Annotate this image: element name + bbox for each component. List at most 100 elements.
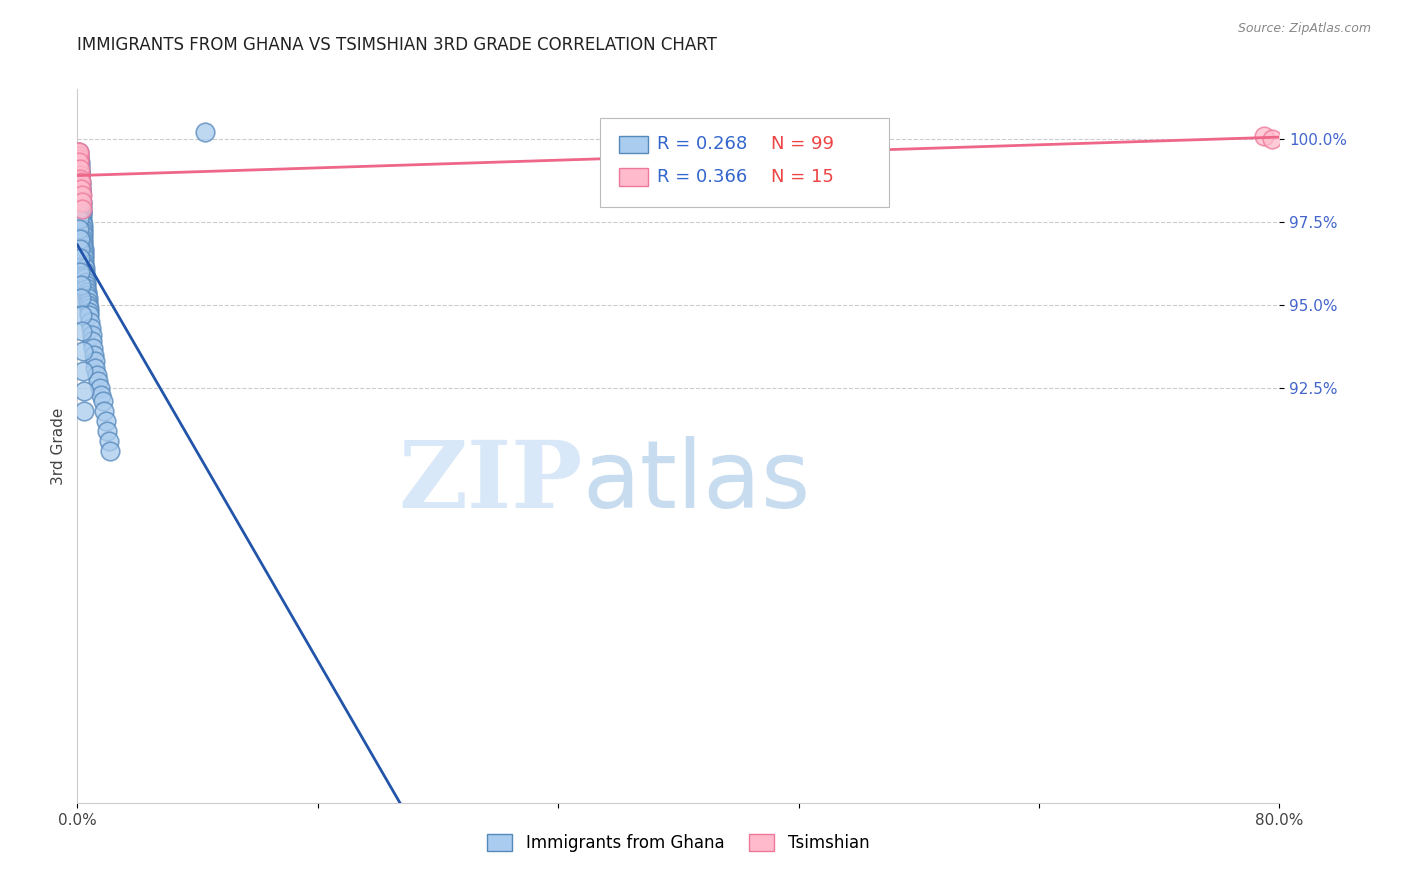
Point (67, 145, 90, 160)
Legend: Immigrants from Ghana, Tsimshian: Immigrants from Ghana, Tsimshian (481, 827, 876, 859)
Point (69, 161, 91, 176)
Point (67, 161, 90, 176)
Point (93, 404, 115, 418)
Point (70, 208, 93, 222)
Point (72, 344, 94, 359)
Point (67, 155, 90, 169)
Point (72, 202, 94, 216)
FancyBboxPatch shape (620, 136, 648, 153)
Point (72, 231, 94, 245)
Point (75, 281, 97, 295)
Point (83, 348, 105, 362)
Point (69, 161, 91, 176)
Point (67, 211, 90, 226)
Point (67, 155, 90, 169)
Point (79, 308, 101, 322)
Point (77, 301, 100, 316)
Text: Source: ZipAtlas.com: Source: ZipAtlas.com (1237, 22, 1371, 36)
Point (70, 205, 93, 219)
Point (72, 242, 94, 256)
Point (73, 248, 96, 262)
Point (72, 211, 94, 226)
Text: ZIP: ZIP (398, 437, 582, 526)
Point (76, 288, 98, 302)
Point (73, 258, 96, 272)
Point (73, 265, 96, 279)
Point (1261, 132, 1284, 146)
Point (72, 384, 94, 399)
Point (72, 225, 94, 239)
Point (67, 145, 90, 160)
Point (73, 244, 96, 259)
Point (69, 231, 91, 245)
Text: N = 15: N = 15 (770, 168, 834, 186)
Text: IMMIGRANTS FROM GHANA VS TSIMSHIAN 3RD GRADE CORRELATION CHART: IMMIGRANTS FROM GHANA VS TSIMSHIAN 3RD G… (77, 36, 717, 54)
Point (87, 374, 110, 388)
Point (69, 175, 91, 189)
Point (83, 354, 105, 368)
Point (73, 252, 96, 266)
Point (70, 185, 93, 199)
Point (72, 228, 94, 243)
Point (73, 404, 96, 418)
Point (67, 221, 90, 235)
Point (72, 215, 94, 229)
Point (67, 148, 90, 162)
Point (69, 265, 91, 279)
Point (69, 278, 91, 293)
Point (70, 192, 93, 206)
Point (70, 202, 93, 216)
Point (70, 325, 93, 339)
Point (76, 285, 98, 299)
Point (70, 198, 93, 212)
Point (75, 278, 97, 293)
Point (72, 221, 94, 235)
Point (67, 152, 90, 166)
Point (67, 148, 90, 162)
Point (75, 268, 97, 282)
Point (67, 152, 90, 166)
Point (80, 321, 103, 335)
Point (69, 178, 91, 193)
Point (91, 394, 114, 409)
Point (86, 368, 108, 382)
Point (97, 434, 120, 448)
Text: N = 99: N = 99 (770, 136, 834, 153)
Point (96, 424, 118, 438)
Point (79, 314, 101, 328)
Point (72, 235, 94, 249)
Point (67, 188, 90, 202)
Point (100, 444, 122, 458)
Point (69, 165, 91, 179)
Point (67, 145, 90, 160)
Point (67, 195, 90, 210)
Point (70, 188, 93, 202)
Point (69, 175, 91, 189)
Point (69, 169, 91, 183)
Point (75, 271, 97, 285)
Text: atlas: atlas (582, 435, 810, 528)
Point (77, 298, 100, 312)
Point (70, 291, 93, 305)
Point (84, 361, 107, 376)
Point (70, 205, 93, 219)
Point (69, 155, 91, 169)
Point (94, 414, 117, 428)
Point (69, 252, 91, 266)
Point (69, 171, 91, 186)
Point (80, 327, 103, 342)
Y-axis label: 3rd Grade: 3rd Grade (51, 408, 66, 484)
Point (72, 238, 94, 252)
Text: R = 0.366: R = 0.366 (657, 168, 747, 186)
Point (70, 195, 93, 210)
Point (76, 294, 98, 309)
Point (69, 242, 91, 256)
Point (67, 148, 90, 162)
Point (67, 152, 90, 166)
Point (69, 159, 91, 173)
Point (73, 261, 96, 276)
Point (77, 304, 100, 318)
Point (89, 381, 111, 395)
Point (75, 275, 97, 289)
Point (69, 182, 91, 196)
